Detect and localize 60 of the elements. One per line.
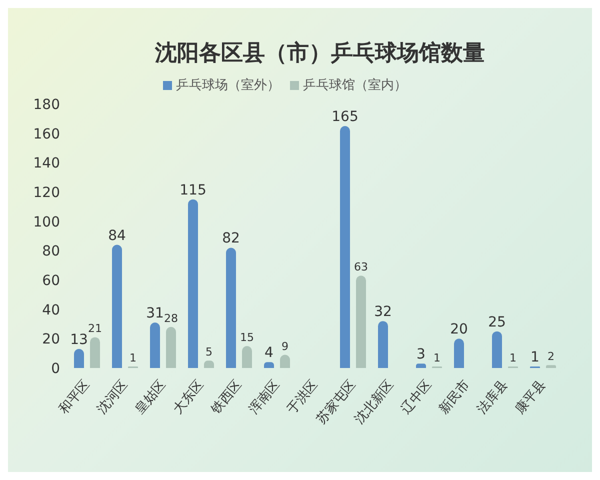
y-tick-label: 120 (33, 184, 60, 201)
data-label: 25 (488, 314, 506, 330)
x-tick-label: 法库县 (474, 378, 512, 418)
data-label: 1 (130, 352, 136, 365)
y-tick-label: 40 (42, 302, 60, 318)
legend-label: 乒乓球馆（室内） (303, 78, 407, 93)
data-label: 2 (548, 350, 554, 364)
data-label: 32 (374, 304, 392, 320)
x-tick-label: 新民市 (436, 378, 474, 418)
data-label: 63 (354, 260, 368, 274)
data-label: 4 (264, 345, 274, 362)
y-tick-label: 140 (33, 156, 60, 172)
bar (340, 126, 350, 368)
data-label: 15 (240, 331, 254, 344)
data-label: 13 (70, 332, 88, 348)
bar (416, 364, 426, 368)
y-tick-label: 80 (42, 244, 60, 260)
data-label: 20 (450, 322, 468, 338)
bar (356, 276, 366, 368)
data-label: 5 (206, 346, 212, 359)
data-label: 3 (416, 346, 426, 363)
y-tick-label: 100 (33, 214, 60, 230)
x-tick-label: 大东区 (170, 378, 208, 418)
data-label: 165 (332, 109, 358, 125)
y-tick-label: 60 (42, 272, 60, 289)
data-label: 1 (530, 350, 540, 366)
data-label: 82 (222, 230, 240, 247)
bar (454, 338, 464, 368)
bar (492, 331, 502, 368)
bar (188, 199, 198, 368)
bar (378, 321, 388, 368)
x-tick-label: 沈河区 (94, 378, 132, 418)
bar (166, 326, 176, 368)
y-tick-label: 160 (33, 126, 60, 142)
x-tick-label: 铁西区 (208, 378, 246, 418)
y-tick-label: 0 (51, 360, 60, 377)
data-label: 21 (88, 322, 102, 336)
x-tick-label: 和平区 (56, 378, 94, 418)
data-label: 1 (434, 352, 440, 365)
x-tick-label: 浑南区 (246, 378, 284, 418)
bar (226, 248, 236, 368)
data-label: 1 (510, 352, 516, 365)
data-label: 9 (282, 340, 288, 353)
data-label: 31 (146, 306, 164, 322)
y-tick-label: 20 (42, 332, 60, 348)
bar (150, 322, 160, 368)
bar (242, 346, 252, 368)
bar (90, 337, 100, 368)
legend-label: 乒乓球场（室外） (176, 78, 280, 93)
data-label: 115 (180, 182, 206, 198)
x-tick-label: 辽中区 (398, 378, 436, 418)
x-tick-label: 皇姑区 (132, 378, 170, 418)
y-tick-label: 180 (33, 96, 60, 113)
x-tick-label: 康平县 (512, 378, 550, 418)
data-label: 28 (164, 312, 178, 325)
bar (546, 365, 556, 368)
bar (74, 348, 84, 368)
chart-title: 沈阳各区县（市）乒乓球场馆数量 (154, 40, 486, 68)
bar (112, 244, 122, 368)
data-label: 84 (108, 228, 126, 244)
